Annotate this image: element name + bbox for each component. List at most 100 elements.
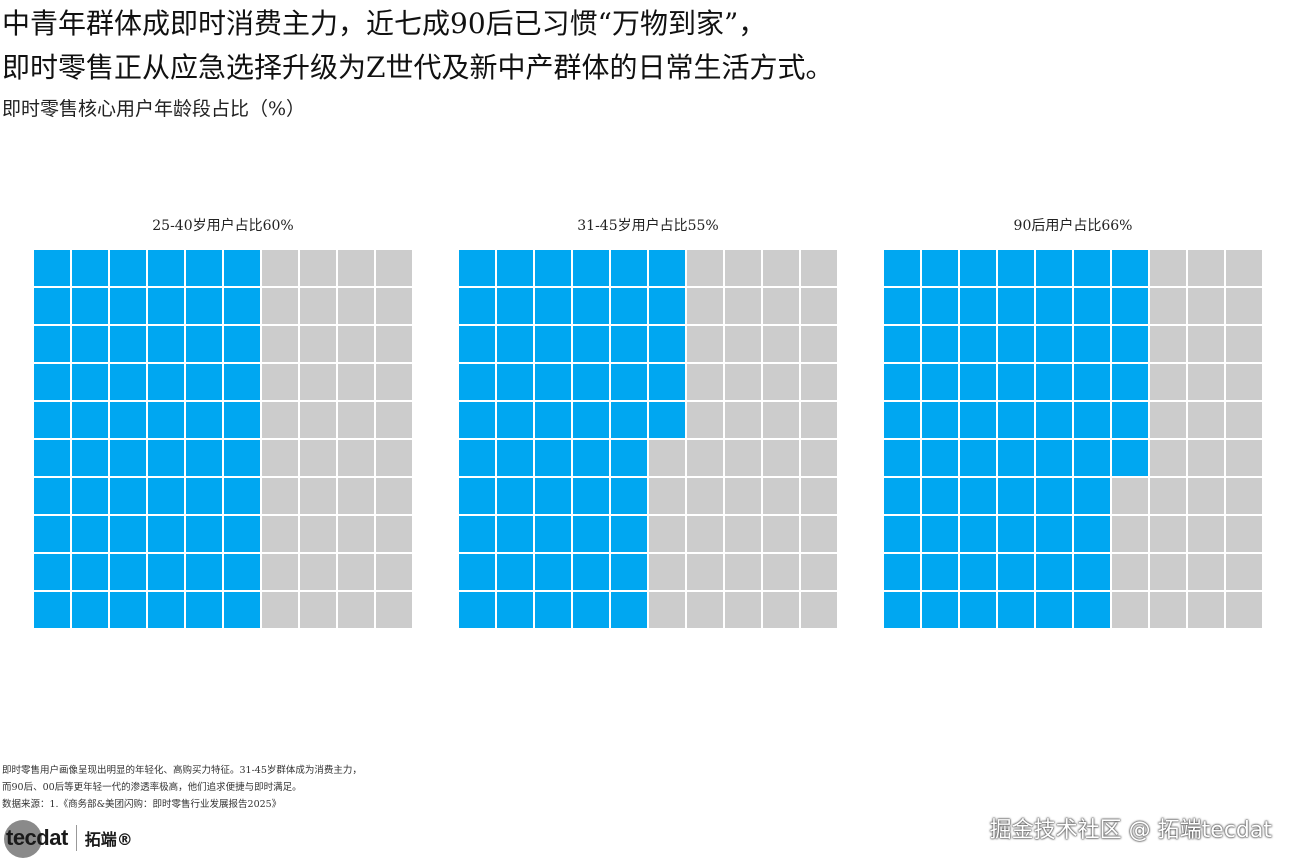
waffle-cell-filled <box>224 326 260 362</box>
waffle-cell-filled <box>224 364 260 400</box>
waffle-cell-empty <box>763 364 799 400</box>
chart-title: 31-45岁用户占比55% <box>577 218 719 234</box>
waffle-cell-filled <box>1074 592 1110 628</box>
waffle-chart-25-40: 25-40岁用户占比60% <box>34 212 412 628</box>
waffle-cell-empty <box>300 440 336 476</box>
waffle-cell-filled <box>573 326 609 362</box>
waffle-cell-empty <box>1226 440 1262 476</box>
waffle-cell-empty <box>801 402 837 438</box>
logo-cn-text: 拓端® <box>84 830 133 849</box>
waffle-cell-filled <box>1036 440 1072 476</box>
waffle-cell-empty <box>801 516 837 552</box>
footnote-line-1: 即时零售用户画像呈现出明显的年轻化、高购买力特征。31-45岁群体成为消费主力， <box>2 765 362 776</box>
waffle-cell-empty <box>338 364 374 400</box>
waffle-cell-filled <box>1074 364 1110 400</box>
waffle-cell-empty <box>801 478 837 514</box>
waffle-cell-filled <box>998 592 1034 628</box>
waffle-cell-empty <box>1226 288 1262 324</box>
waffle-cell-filled <box>186 288 222 324</box>
waffle-cell-filled <box>110 288 146 324</box>
waffle-cell-filled <box>960 440 996 476</box>
waffle-cell-empty <box>1188 326 1224 362</box>
waffle-cell-filled <box>649 364 685 400</box>
waffle-cell-empty <box>687 364 723 400</box>
waffle-cell-filled <box>224 288 260 324</box>
waffle-cell-filled <box>148 402 184 438</box>
waffle-cell-filled <box>148 440 184 476</box>
waffle-cell-empty <box>376 402 412 438</box>
waffle-cell-filled <box>998 478 1034 514</box>
waffle-cell-empty <box>687 592 723 628</box>
waffle-cell-filled <box>459 592 495 628</box>
waffle-cell-filled <box>611 478 647 514</box>
waffle-cell-empty <box>262 364 298 400</box>
waffle-cell-empty <box>1150 402 1186 438</box>
waffle-cell-empty <box>763 516 799 552</box>
waffle-cell-empty <box>801 326 837 362</box>
logo-text: tecdat <box>6 825 68 850</box>
waffle-cell-filled <box>459 250 495 286</box>
waffle-cell-filled <box>110 554 146 590</box>
waffle-cell-filled <box>535 250 571 286</box>
waffle-cell-filled <box>110 440 146 476</box>
waffle-cell-filled <box>960 478 996 514</box>
waffle-cell-filled <box>922 402 958 438</box>
waffle-cell-empty <box>376 554 412 590</box>
waffle-cell-filled <box>1074 478 1110 514</box>
waffle-cell-filled <box>186 364 222 400</box>
waffle-cell-empty <box>725 364 761 400</box>
waffle-cell-filled <box>611 516 647 552</box>
waffle-cell-filled <box>573 440 609 476</box>
waffle-cell-filled <box>998 554 1034 590</box>
waffle-cell-filled <box>34 440 70 476</box>
waffle-cell-filled <box>535 592 571 628</box>
waffle-cell-filled <box>1036 364 1072 400</box>
waffle-cell-filled <box>535 364 571 400</box>
waffle-cell-empty <box>338 402 374 438</box>
waffle-cell-empty <box>725 554 761 590</box>
waffle-cell-empty <box>763 250 799 286</box>
waffle-cell-filled <box>224 402 260 438</box>
waffle-cell-filled <box>34 326 70 362</box>
waffle-cell-empty <box>725 250 761 286</box>
waffle-cell-filled <box>1112 326 1148 362</box>
waffle-cell-filled <box>884 402 920 438</box>
waffle-cell-filled <box>110 592 146 628</box>
waffle-cell-empty <box>649 592 685 628</box>
waffle-cell-empty <box>1112 592 1148 628</box>
waffle-cell-filled <box>884 592 920 628</box>
waffle-cell-filled <box>186 326 222 362</box>
waffle-cell-filled <box>148 326 184 362</box>
waffle-cell-filled <box>922 440 958 476</box>
waffle-cell-filled <box>1074 288 1110 324</box>
waffle-cell-filled <box>611 440 647 476</box>
waffle-cell-filled <box>1074 554 1110 590</box>
waffle-cell-filled <box>34 478 70 514</box>
waffle-cell-filled <box>960 592 996 628</box>
waffle-cell-empty <box>763 402 799 438</box>
waffle-cell-filled <box>535 516 571 552</box>
waffle-cell-empty <box>725 288 761 324</box>
waffle-cell-empty <box>1150 364 1186 400</box>
waffle-cell-filled <box>110 326 146 362</box>
waffle-cell-filled <box>72 250 108 286</box>
logo-divider <box>75 825 77 851</box>
waffle-cell-empty <box>300 478 336 514</box>
waffle-cell-filled <box>34 250 70 286</box>
watermark: 掘金技术社区 @ 拓端tecdat <box>989 818 1272 843</box>
waffle-cell-empty <box>338 592 374 628</box>
waffle-cell-filled <box>34 516 70 552</box>
waffle-cell-filled <box>649 326 685 362</box>
waffle-cell-empty <box>376 440 412 476</box>
waffle-cell-empty <box>262 402 298 438</box>
waffle-cell-filled <box>1036 592 1072 628</box>
waffle-cell-empty <box>1226 478 1262 514</box>
waffle-cell-filled <box>224 554 260 590</box>
waffle-cell-filled <box>497 440 533 476</box>
waffle-cell-filled <box>186 440 222 476</box>
waffle-cell-empty <box>725 592 761 628</box>
waffle-cell-filled <box>922 364 958 400</box>
waffle-cell-empty <box>1188 554 1224 590</box>
waffle-cell-empty <box>300 402 336 438</box>
waffle-cell-empty <box>1150 288 1186 324</box>
